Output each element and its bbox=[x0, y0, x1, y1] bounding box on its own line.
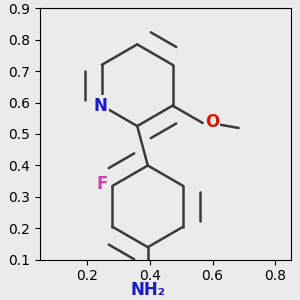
Text: NH₂: NH₂ bbox=[130, 281, 165, 299]
Text: N: N bbox=[93, 97, 107, 115]
Text: F: F bbox=[96, 176, 108, 194]
Text: O: O bbox=[205, 113, 219, 131]
